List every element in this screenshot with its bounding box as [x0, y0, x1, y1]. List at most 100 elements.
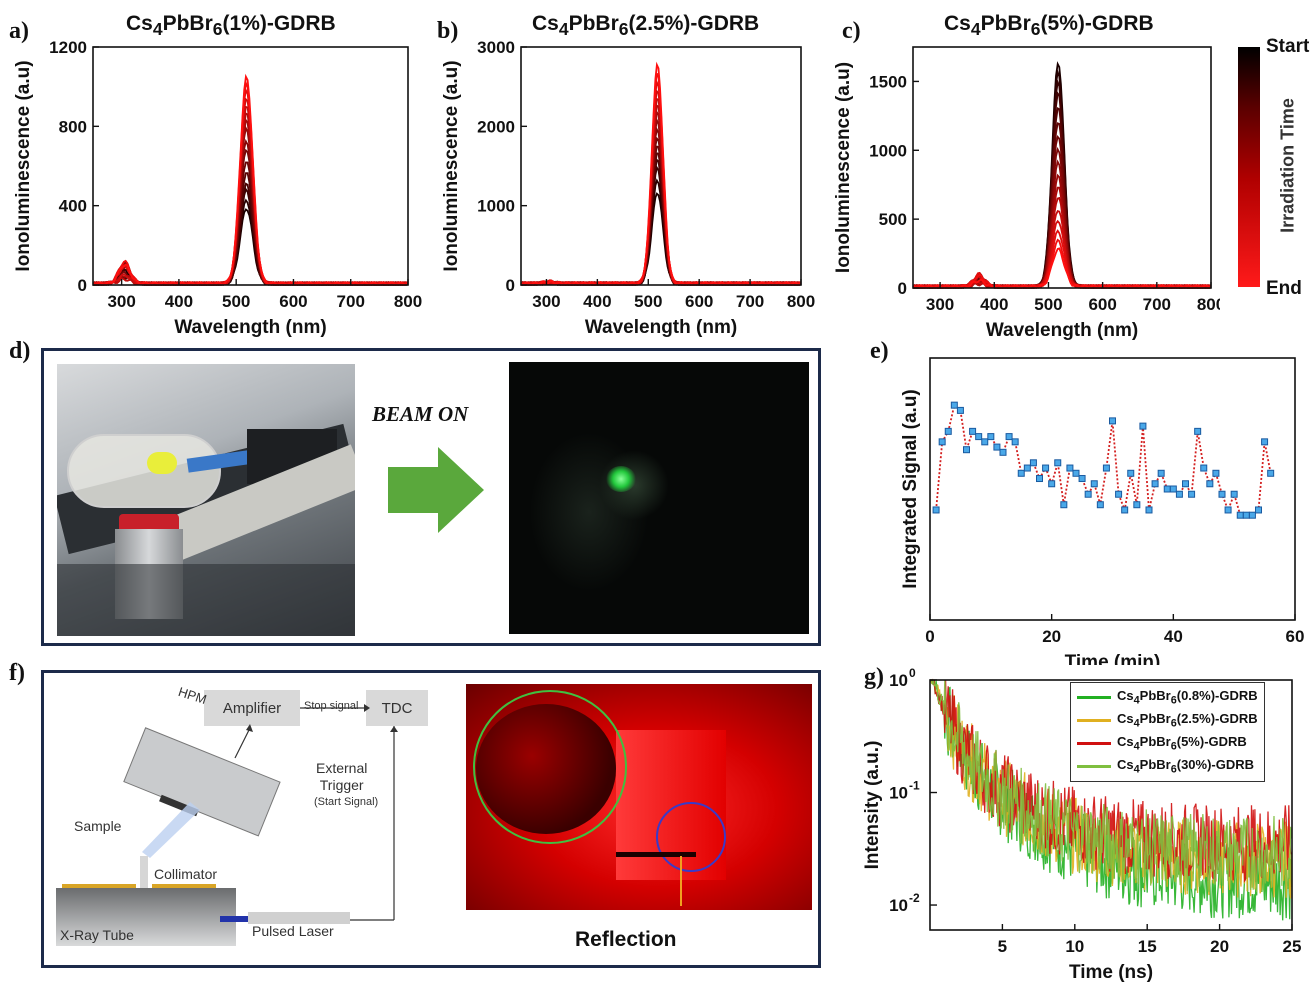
- data-point: [1206, 480, 1214, 488]
- panel-letter-b: b): [437, 18, 459, 44]
- legend-item: Cs4PbBr6(2.5%)-GDRB: [1077, 709, 1258, 732]
- panel-letter-d: d): [9, 338, 31, 364]
- x-tick-label: 15: [1138, 937, 1157, 956]
- x-tick-label: 25: [1283, 937, 1302, 956]
- legend-swatch: [1077, 696, 1111, 699]
- spectrum-line: [912, 247, 1211, 290]
- y-tick-exponent: -1: [909, 779, 920, 793]
- colorbar-start-label: Start: [1266, 36, 1310, 57]
- y-tick-label: 1200: [49, 38, 87, 57]
- data-point: [1102, 464, 1110, 472]
- x-tick-label: 400: [980, 295, 1008, 314]
- data-point: [1036, 475, 1043, 483]
- data-point: [1182, 480, 1189, 488]
- amplifier-box: Amplifier: [204, 690, 300, 726]
- data-point: [987, 433, 995, 441]
- data-point: [1078, 475, 1086, 483]
- data-point: [1236, 511, 1244, 519]
- decay-line: [930, 678, 1293, 883]
- legend-swatch: [1077, 719, 1111, 722]
- data-point: [963, 446, 970, 454]
- legend-g: Cs4PbBr6(0.8%)-GDRB Cs4PbBr6(2.5%)-GDRB …: [1070, 682, 1265, 782]
- y-tick-label: 0: [78, 276, 87, 295]
- data-point: [956, 406, 964, 414]
- legend-swatch: [1077, 765, 1111, 768]
- tdc-box: TDC: [366, 690, 428, 726]
- x-tick-label: 300: [532, 292, 560, 311]
- colorbar: [1238, 47, 1260, 287]
- data-point: [1139, 422, 1147, 430]
- y-axis-label: Intensity (a.u.): [862, 741, 883, 870]
- y-tick-label: 10: [889, 671, 908, 690]
- y-axis-label: Ionoluminescence (a.u): [441, 60, 462, 271]
- y-tick-exponent: -2: [909, 891, 920, 905]
- plot-frame: [520, 46, 802, 286]
- data-point: [938, 438, 946, 446]
- legend-item: Cs4PbBr6(5%)-GDRB: [1077, 732, 1258, 755]
- x-tick-label: 500: [634, 292, 662, 311]
- data-point: [1133, 501, 1141, 509]
- y-tick-label: 1500: [869, 72, 907, 91]
- data-point: [1163, 485, 1171, 493]
- data-point: [1218, 490, 1226, 498]
- x-axis-label: Wavelength (nm): [986, 320, 1138, 341]
- data-point: [1157, 469, 1165, 477]
- spectrum-line: [92, 208, 408, 287]
- beam-on-label: BEAM ON: [372, 402, 469, 426]
- data-point: [1200, 464, 1208, 472]
- spectrum-line: [912, 238, 1211, 290]
- plot-frame: [929, 357, 1296, 621]
- data-point: [932, 506, 940, 514]
- y-tick-label: 10: [889, 784, 908, 803]
- spectrum-line: [92, 73, 408, 287]
- integrated-signal-line: [935, 403, 1272, 517]
- data-point: [1023, 464, 1031, 472]
- data-point: [1175, 490, 1183, 498]
- data-point: [1017, 469, 1025, 477]
- y-axis-label: Ionoluminescence (a.u): [833, 62, 854, 273]
- start-signal-label: (Start Signal): [314, 796, 379, 808]
- panel-title-b: Cs4PbBr6(2.5%)-GDRB: [532, 12, 760, 40]
- panel-f-frame: [41, 670, 821, 968]
- legend-item: Cs4PbBr6(30%)-GDRB: [1077, 755, 1258, 778]
- colorbar-title: Irradiation Time: [1277, 98, 1298, 233]
- data-point: [1042, 464, 1050, 472]
- data-point: [1230, 490, 1238, 498]
- external-trigger-label: External Trigger: [316, 760, 368, 793]
- panel-d-frame: [41, 348, 821, 646]
- colorbar-end-label: End: [1266, 278, 1302, 299]
- x-tick-label: 500: [222, 292, 250, 311]
- data-point: [944, 427, 952, 435]
- y-tick-label: 0: [506, 276, 515, 295]
- stop-signal-label: Stop signal: [304, 700, 359, 712]
- data-point: [1029, 459, 1037, 467]
- panel-letter-g: g): [864, 664, 884, 690]
- panel-letter-e: e): [870, 338, 889, 364]
- data-point: [1248, 511, 1256, 519]
- y-tick-exponent: 0: [909, 668, 916, 680]
- data-point: [981, 438, 989, 446]
- spectrum-line: [92, 182, 408, 287]
- x-tick-label: 700: [337, 292, 365, 311]
- x-tick-label: 700: [736, 292, 764, 311]
- data-point: [1255, 506, 1262, 514]
- legend-item: Cs4PbBr6(0.8%)-GDRB: [1077, 686, 1258, 709]
- data-point: [1121, 506, 1129, 514]
- panel-title-a: Cs4PbBr6(1%)-GDRB: [126, 12, 336, 40]
- x-tick-label: 800: [394, 292, 422, 311]
- spectrum-line: [520, 192, 801, 287]
- x-axis-label: Wavelength (nm): [585, 317, 737, 338]
- data-point: [1151, 480, 1159, 488]
- y-tick-label: 500: [879, 210, 907, 229]
- data-point: [1127, 469, 1135, 477]
- spectrum-line: [520, 61, 801, 287]
- data-point: [950, 401, 958, 409]
- data-point: [1090, 480, 1098, 488]
- sample-label: Sample: [74, 818, 122, 834]
- x-axis-label: Time (min): [1065, 652, 1161, 665]
- reflection-photo: [466, 684, 812, 910]
- chart-a: 300 400 500 600 700 800 0 400 800 1200 Wavelength …: [13, 38, 422, 338]
- setup-diagram: [56, 704, 398, 946]
- data-point: [1060, 501, 1068, 509]
- plot-frame: [912, 46, 1212, 289]
